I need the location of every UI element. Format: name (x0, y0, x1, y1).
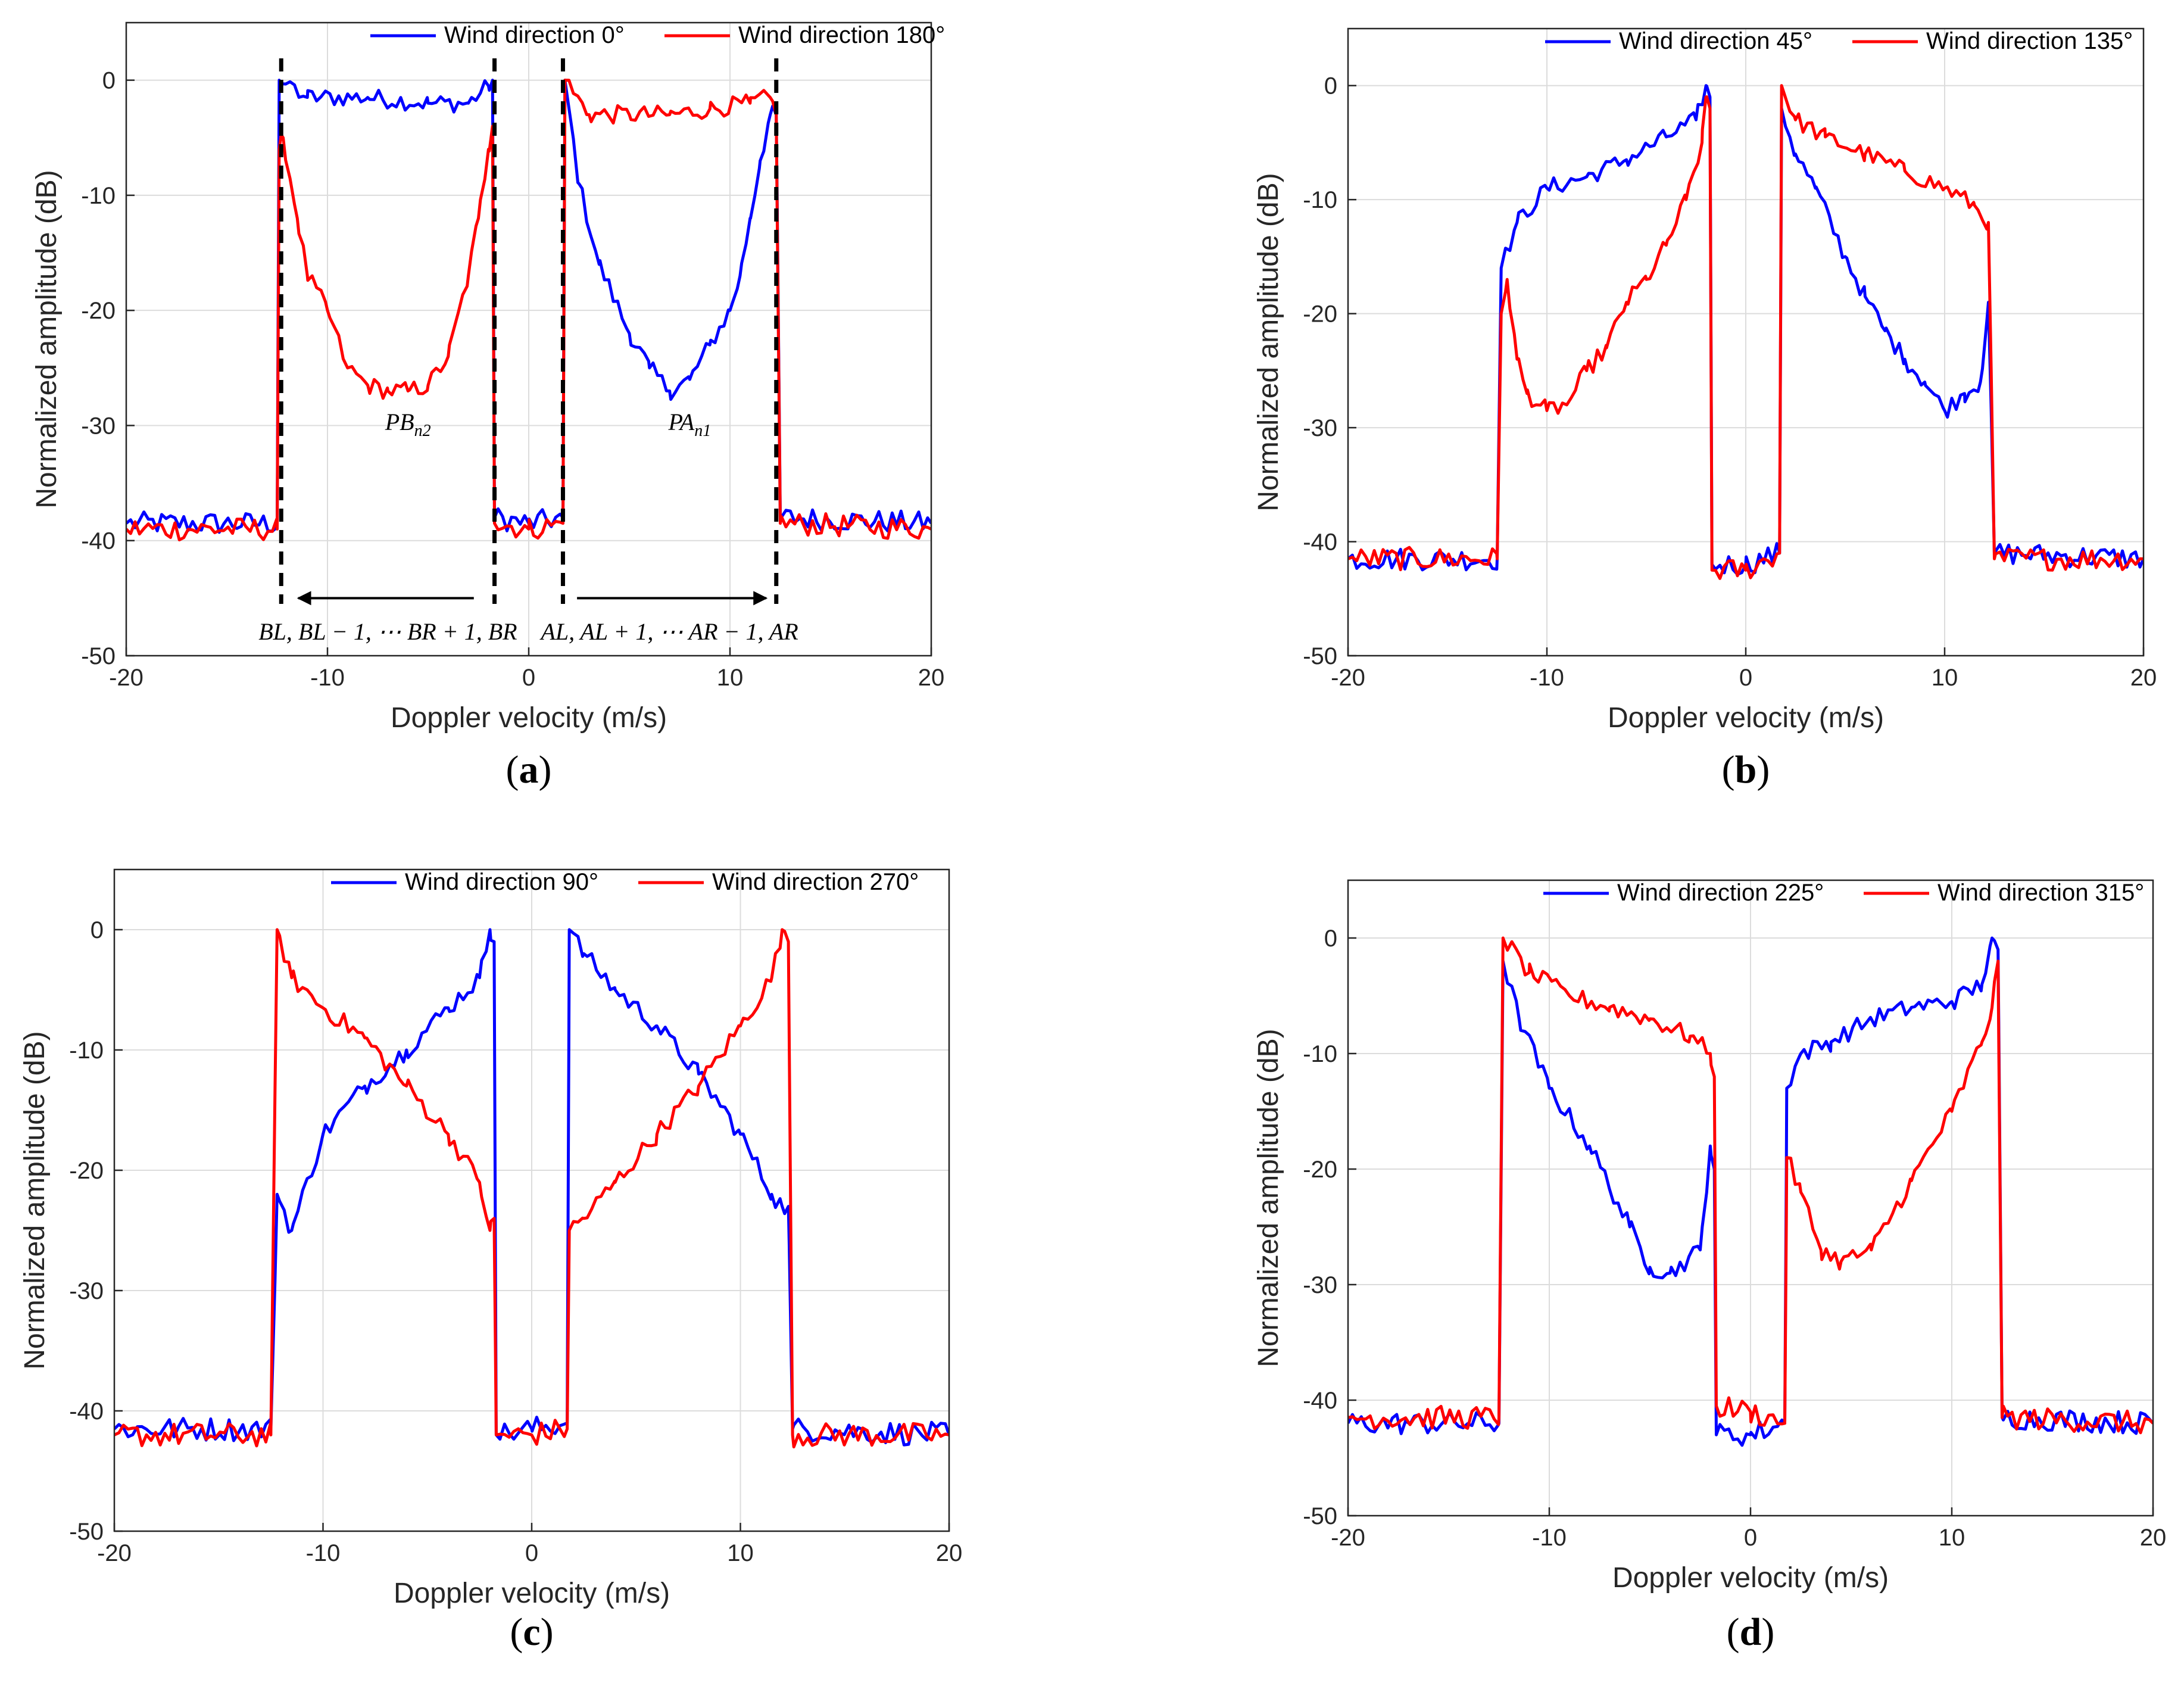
y-tick-label: -50 (1303, 1503, 1337, 1529)
y-axis-label: Normalized amplitude (dB) (31, 170, 63, 508)
y-tick-label: -10 (69, 1037, 104, 1064)
y-tick-label: -40 (81, 528, 116, 554)
legend-entry: Wind direction 225° (1617, 880, 1824, 906)
legend-entry: Wind direction 0° (444, 22, 625, 48)
x-tick-label: 20 (918, 665, 945, 691)
x-tick-label: 10 (1939, 1525, 1965, 1551)
x-tick-label: 10 (717, 665, 744, 691)
legend-entry: Wind direction 270° (712, 869, 919, 895)
y-tick-label: -50 (69, 1519, 104, 1545)
panel-b: -20 -10 0 10 20 0 -10 -20 -30 -40 -50 Doppler veloc… (1253, 27, 2157, 791)
left-range-label: BL, BL − 1, ⋯ BR + 1, BR (258, 618, 517, 645)
x-axis-label: Doppler velocity (m/s) (1612, 1562, 1889, 1594)
y-tick-label: -30 (1303, 415, 1337, 441)
y-tick-label: 0 (1324, 73, 1337, 99)
x-tick-label: -10 (1532, 1525, 1567, 1551)
x-tick-label: 0 (1739, 665, 1752, 691)
legend: Wind direction 90° Wind direction 270° (331, 869, 919, 895)
y-tick-label: -40 (69, 1398, 104, 1425)
y-tick-label: -20 (1303, 301, 1337, 328)
y-tick-label: 0 (91, 917, 104, 943)
legend-entry: Wind direction 90° (405, 869, 598, 895)
legend-entry: Wind direction 315° (1937, 880, 2144, 906)
pa-label: PAn1 (668, 409, 712, 440)
x-tick-label: -20 (97, 1540, 132, 1566)
legend: Wind direction 0° Wind direction 180° (370, 22, 945, 48)
y-tick-label: 0 (102, 68, 116, 94)
y-tick-label: -30 (81, 413, 116, 439)
y-axis-label: Normalized amplitude (dB) (19, 1031, 51, 1369)
legend-entry: Wind direction 45° (1619, 28, 1812, 54)
y-tick-label: -50 (81, 643, 116, 669)
y-tick-label: -10 (81, 183, 116, 209)
y-tick-label: -50 (1303, 643, 1337, 669)
y-tick-label: -20 (81, 298, 116, 324)
x-axis-label: Doppler velocity (m/s) (394, 1578, 670, 1609)
panel-c: -20 -10 0 10 20 0 -10 -20 -30 -40 -50 Doppler veloc… (19, 868, 963, 1654)
x-tick-label: 20 (936, 1540, 963, 1566)
panel-label: (b) (1722, 748, 1770, 791)
series-line-red (1348, 936, 2153, 1435)
y-tick-label: -30 (69, 1278, 104, 1304)
annotations: BL, BL − 1, ⋯ BR + 1, BR AL, AL + 1, ⋯ AR… (258, 58, 798, 645)
y-axis-label: Normalized amplitude (dB) (1253, 1029, 1284, 1367)
y-tick-label: -20 (1303, 1157, 1337, 1183)
y-tick-label: 0 (1324, 925, 1337, 952)
x-tick-label: 20 (2130, 665, 2157, 691)
legend: Wind direction 225° Wind direction 315° (1543, 880, 2144, 906)
series-line-red (126, 79, 931, 541)
y-tick-label: -10 (1303, 1041, 1337, 1067)
panel-label: (a) (506, 748, 552, 791)
x-tick-label: -10 (310, 665, 345, 691)
y-axis-label: Normalized amplitude (dB) (1253, 173, 1284, 511)
x-tick-label: 0 (1744, 1525, 1757, 1551)
x-tick-label: 0 (522, 665, 535, 691)
x-tick-label: -10 (306, 1540, 341, 1566)
right-range-label: AL, AL + 1, ⋯ AR − 1, AR (539, 618, 798, 645)
x-axis-label: Doppler velocity (m/s) (391, 702, 667, 734)
y-tick-label: -40 (1303, 529, 1337, 556)
series-line-red (114, 928, 949, 1448)
legend-entry: Wind direction 180° (738, 22, 945, 48)
x-tick-label: -20 (1331, 1525, 1365, 1551)
x-tick-label: -20 (109, 665, 143, 691)
x-tick-label: 10 (727, 1540, 754, 1566)
panel-a: -20 -10 0 10 20 0 -10 -20 -30 -40 -50 Doppler veloc… (31, 21, 945, 791)
x-tick-label: -10 (1530, 665, 1564, 691)
panel-label: (d) (1727, 1610, 1775, 1654)
panel-d: -20 -10 0 10 20 0 -10 -20 -30 -40 -50 Doppler veloc… (1253, 879, 2167, 1654)
pb-label: PBn2 (385, 409, 431, 440)
x-tick-label: 0 (525, 1540, 538, 1566)
x-tick-label: 10 (1932, 665, 1958, 691)
y-tick-label: -30 (1303, 1272, 1337, 1298)
x-tick-label: 20 (2140, 1525, 2167, 1551)
series-line-red (1348, 84, 2144, 580)
legend-entry: Wind direction 135° (1926, 28, 2133, 54)
y-tick-label: -10 (1303, 187, 1337, 213)
y-tick-label: -20 (69, 1158, 104, 1184)
legend: Wind direction 45° Wind direction 135° (1545, 28, 2133, 54)
panel-label: (c) (510, 1610, 553, 1654)
x-tick-label: -20 (1331, 665, 1365, 691)
x-axis-label: Doppler velocity (m/s) (1608, 702, 1884, 734)
y-tick-label: -40 (1303, 1388, 1337, 1414)
